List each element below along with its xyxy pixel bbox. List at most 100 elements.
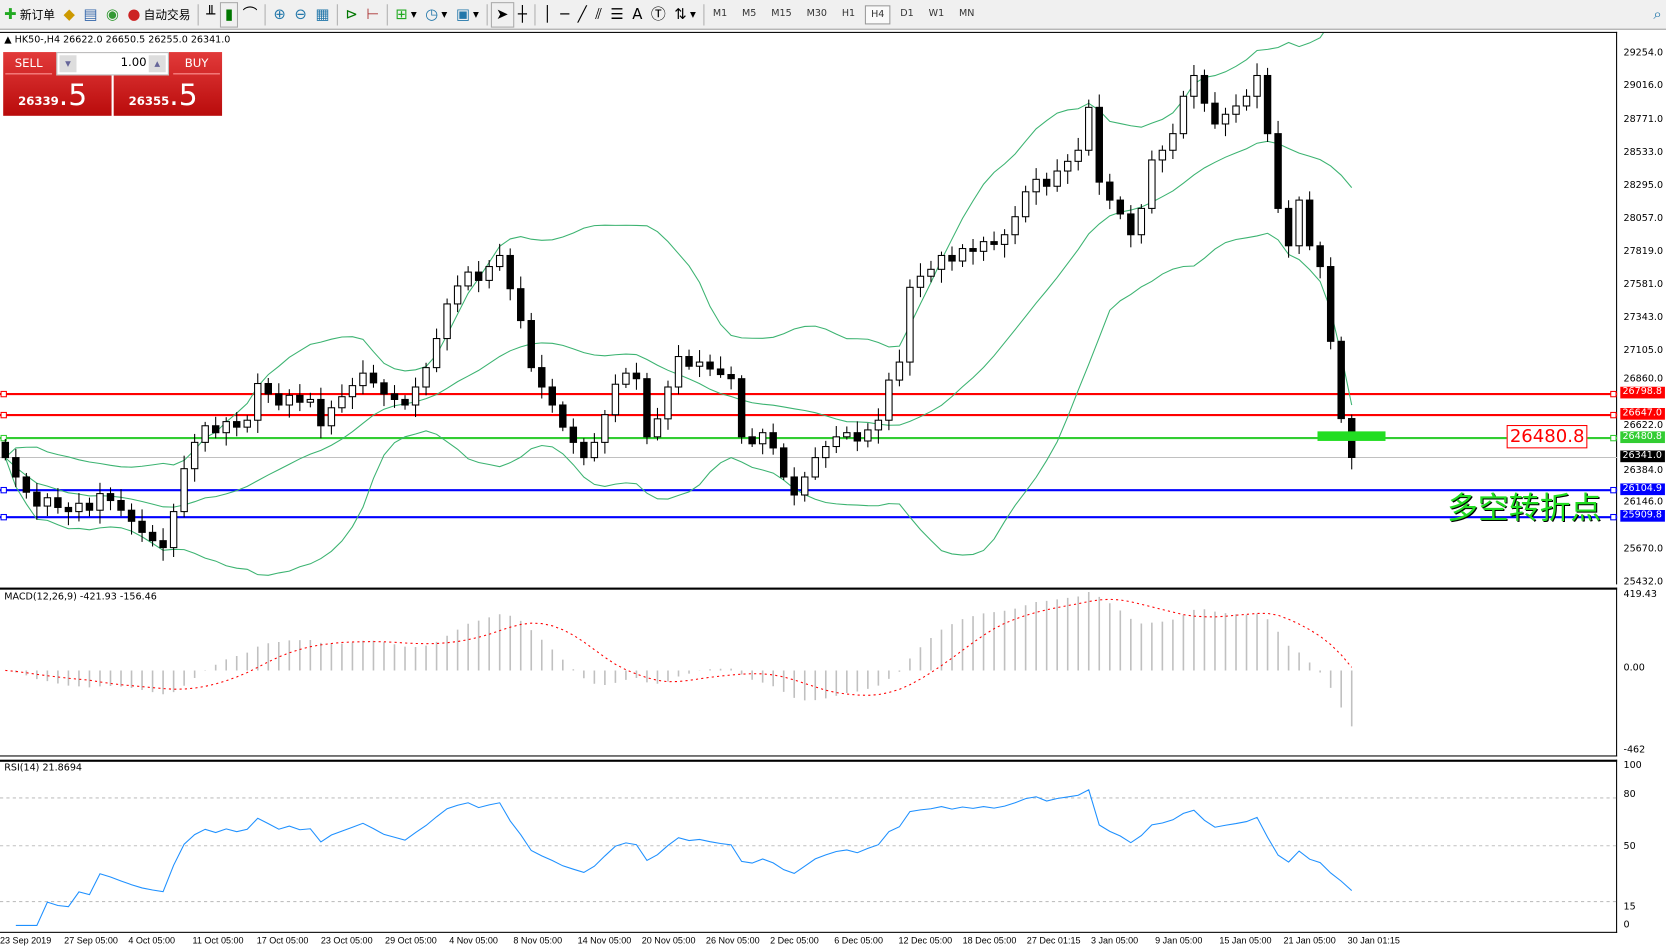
candlestick-button[interactable]: ▮ [219,1,239,28]
arrows-button[interactable]: ⇅ ▾ [670,2,700,28]
level-anchor[interactable] [1610,390,1617,398]
time-axis-label: 23 Sep 2019 [0,935,52,946]
tile-windows-button[interactable]: ▦ [311,2,334,28]
candle [1158,145,1167,173]
timeframe-h1[interactable]: H1 [841,7,856,19]
terminal-button[interactable]: ▤ [79,2,102,28]
level-anchor[interactable] [0,411,7,419]
timeframe-m1[interactable]: M1 [712,7,728,19]
timeframe-w1[interactable]: W1 [928,7,945,19]
channel-button[interactable]: ⫽ [591,2,606,28]
candle [43,493,52,517]
price-chart[interactable] [0,31,1618,585]
candlestick-icon: ▮ [224,5,234,23]
cursor-button[interactable]: ➤ [490,1,514,28]
candle [716,356,725,378]
timeframe-h4[interactable]: H4 [864,4,891,24]
candle [306,392,315,408]
indicators-button[interactable]: ⊞ ▾ [391,2,421,28]
candle [895,349,904,387]
horizontal-line-button[interactable]: ─ [556,2,573,28]
rsi-axis-50: 50 [1623,841,1636,853]
timeframe-bar: M1 M5 M15 M30 H1 H4 D1 W1 MN [708,4,980,24]
level-anchor[interactable] [1610,411,1617,419]
macd-panel[interactable] [0,587,1618,757]
text-label-button[interactable]: Ⓣ [647,2,670,28]
timeframe-m5[interactable]: M5 [742,7,757,19]
crosshair-button[interactable]: ┼ [514,2,531,28]
price-axis-label: 26146.0 [1623,497,1664,508]
level-anchor[interactable] [1610,513,1617,521]
time-axis-label: 23 Oct 05:00 [320,935,373,946]
metaeditor-button[interactable]: ◆ [59,2,79,28]
candle [317,387,325,439]
candle [1137,204,1146,244]
time-axis-label: 27 Sep 05:00 [64,935,118,946]
zoom-in-button[interactable]: ⊕ [269,2,290,28]
bar-chart-button[interactable]: ╨ [202,2,219,28]
candle [190,433,199,482]
level-anchor[interactable] [1610,434,1617,442]
pivot-annotation-text[interactable]: 多空转折点 [1447,489,1602,526]
candle [1074,137,1082,171]
candle [937,251,946,283]
lot-size-input[interactable]: 1.00 [120,55,147,70]
level-anchor[interactable] [0,486,7,494]
candle [422,362,430,396]
price-axis-label: 27343.0 [1623,312,1664,323]
level-anchor[interactable] [1610,486,1617,494]
auto-scroll-button[interactable]: ⊳ [341,2,362,28]
candle [432,328,441,373]
price-axis-label: 26384.0 [1623,465,1664,476]
auto-trading-button[interactable]: ● 自动交易 [127,5,191,23]
fibonacci-button[interactable]: ☰ [606,2,628,28]
separator [534,3,536,25]
fibonacci-icon: ☰ [610,5,624,23]
time-axis-label: 21 Jan 05:00 [1283,935,1336,946]
chart-shift-button[interactable]: ⊢ [362,2,383,28]
line-chart-button[interactable]: ⌒ [238,2,261,28]
signals-button[interactable]: ◉ [102,2,123,28]
lot-decrease-button[interactable]: ▼ [59,55,77,73]
candle [148,525,157,547]
separator [336,3,338,25]
lot-increase-button[interactable]: ▲ [148,55,166,73]
candle [443,298,451,351]
price-axis-label: 28533.0 [1623,147,1664,159]
timeframe-m15[interactable]: M15 [771,7,792,19]
level-anchor[interactable] [0,513,7,521]
candle [811,447,819,480]
candle [1200,69,1209,112]
candle [979,236,988,261]
new-order-button[interactable]: ✚ 新订单 [4,5,55,23]
price-chart-canvas [0,32,1618,576]
candle [874,408,883,444]
candle [1169,123,1177,159]
timeframe-d1[interactable]: D1 [900,7,914,19]
candle [1295,196,1303,254]
rsi-panel[interactable] [0,759,1618,933]
time-axis-label: 20 Nov 05:00 [641,935,696,946]
text-button[interactable]: A [628,2,647,28]
periods-button[interactable]: ◷ ▾ [421,2,452,28]
timeframe-m30[interactable]: M30 [806,7,827,19]
candle [653,407,662,441]
one-click-trading-panel: SELL 26339.5 BUY 26355.5 ▼ 1.00 ▲ [3,52,223,116]
trendline-button[interactable]: ╱ [574,2,591,28]
price-annotation[interactable]: 26480.8 [1506,425,1588,449]
vertical-line-button[interactable]: │ [539,2,556,28]
text-icon: A [632,5,643,23]
search-button[interactable]: ⌕ [1649,2,1666,28]
templates-button[interactable]: ▣ ▾ [452,2,484,28]
level-anchor[interactable] [0,434,7,442]
candle [1211,92,1219,129]
separator [703,3,705,25]
timeframe-mn[interactable]: MN [959,7,975,19]
candle [527,312,535,372]
zoom-in-icon: ⊕ [273,5,286,23]
collapse-triangle-icon[interactable]: ▲ [4,35,15,46]
rsi-axis-100: 100 [1623,760,1642,772]
zoom-out-button[interactable]: ⊖ [290,2,311,28]
level-anchor[interactable] [0,390,7,398]
candle [1000,229,1009,258]
